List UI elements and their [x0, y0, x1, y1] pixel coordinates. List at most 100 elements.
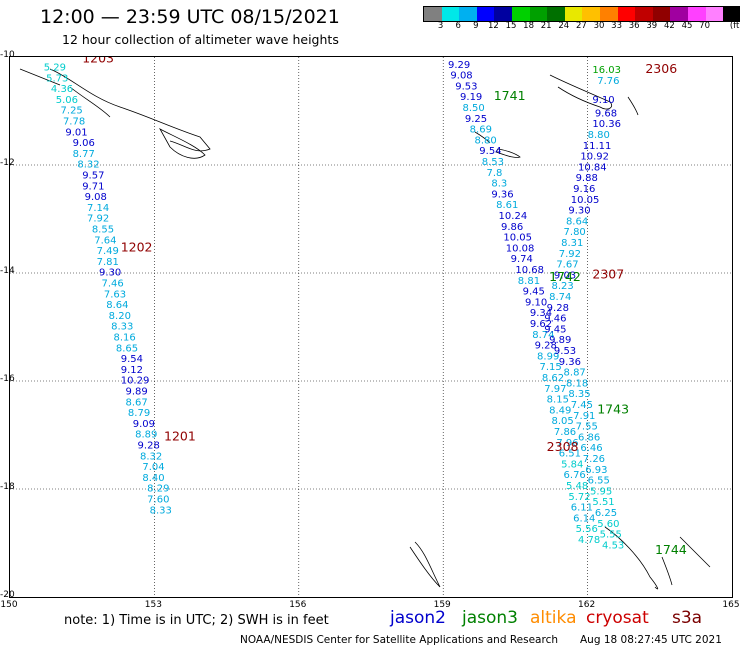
wave-height-value: 7.67 [556, 260, 578, 271]
wave-height-value: 9.10 [592, 95, 614, 106]
wave-height-value: 6.14 [573, 513, 595, 524]
lon-tick-label: 156 [289, 600, 307, 610]
coastline [158, 128, 206, 159]
legend-swatch [582, 7, 600, 21]
wave-height-value: 8.53 [482, 157, 504, 168]
wave-height-value: 9.25 [465, 114, 487, 125]
lat-tick-label: -16 [0, 374, 15, 384]
wave-height-value: 9.74 [511, 254, 533, 265]
coastline [474, 131, 491, 144]
legend-swatch [705, 7, 724, 21]
wave-height-value: 9.28 [138, 441, 160, 452]
wave-height-value: 9.30 [99, 268, 121, 279]
wave-height-value: 8.65 [116, 343, 138, 354]
lat-tick-label: -18 [0, 482, 15, 492]
pass-time-label: 1743 [597, 401, 629, 416]
wave-height-value: 7.26 [583, 454, 605, 465]
legend-swatch [723, 7, 740, 21]
legend-swatch [687, 7, 706, 21]
wave-height-value: 8.49 [549, 405, 571, 416]
wave-height-value: 7.8 [487, 168, 503, 179]
satellite-legend-item: jason2 [390, 608, 446, 628]
coastline [679, 536, 711, 568]
pass-time-label: 1744 [655, 542, 687, 557]
wave-height-value: 11.11 [583, 141, 612, 152]
wave-height-value: 9.86 [501, 222, 523, 233]
wave-height-value: 10.05 [503, 233, 532, 244]
wave-height-value: 8.89 [135, 430, 157, 441]
coastline [409, 541, 441, 588]
satellite-legend-item: jason3 [462, 608, 518, 628]
lat-tick-label: -14 [0, 266, 15, 276]
wave-height-value: 8.62 [542, 373, 564, 384]
wave-height-value: 5.73 [46, 73, 68, 84]
wave-height-value: 7.45 [571, 400, 593, 411]
wave-height-value: 9.54 [121, 354, 143, 365]
wave-height-value: 7.97 [544, 384, 566, 395]
wave-height-value: 9.36 [491, 189, 513, 200]
wave-height-value: 7.04 [142, 462, 164, 473]
lat-tick-label: -20 [0, 590, 15, 600]
wave-height-value: 8.55 [92, 225, 114, 236]
satellite-legend-item: cryosat [586, 608, 649, 628]
wave-height-value: 8.74 [549, 292, 571, 303]
wave-height-value: 10.08 [506, 243, 535, 254]
pass-time-label: 1202 [121, 239, 153, 254]
legend-tick-label: 6 [455, 21, 461, 31]
pass-time-label: 1740 [477, 57, 509, 60]
satellite-legend-item: s3a [672, 608, 703, 628]
wave-height-value: 9.45 [523, 287, 545, 298]
legend-tick-label: 15 [505, 21, 517, 31]
wave-height-value: 7.25 [61, 106, 83, 117]
wave-height-value: 7.92 [559, 249, 581, 260]
wave-height-value: 9.36 [559, 357, 581, 368]
wave-height-value: 6.46 [580, 443, 602, 454]
legend-swatch [670, 7, 688, 21]
wave-height-value: 8.3 [491, 179, 507, 190]
pass-time-label: 2308 [547, 439, 579, 454]
wave-height-value: 8.80 [474, 135, 496, 146]
wave-height-value: 9.03 [554, 270, 576, 281]
lon-tick-label: 153 [144, 600, 162, 610]
wave-height-value: 8.64 [106, 300, 128, 311]
lon-tick-label: 150 [0, 600, 18, 610]
wave-height-value: 8.80 [588, 130, 610, 141]
wave-height-value: 9.01 [65, 127, 87, 138]
coastline [549, 74, 613, 110]
wave-height-value: 8.04 [446, 57, 468, 60]
wave-height-map: 5.295.734.365.067.257.789.019.068.778.32… [10, 57, 732, 597]
wave-height-value: 9.71 [82, 181, 104, 192]
timestamp: Aug 18 08:27:45 UTC 2021 [580, 634, 722, 646]
pass-time-label: 1741 [494, 88, 526, 103]
wave-height-value: 6.86 [578, 432, 600, 443]
legend-swatch [652, 7, 671, 21]
legend-tick-label: 24 [558, 21, 570, 31]
pass-time-label: 1742 [549, 269, 581, 284]
wave-height-value: 7.76 [597, 76, 619, 87]
wave-height-value: 9.88 [576, 173, 598, 184]
map-title: 12:00 — 23:59 UTC 08/15/2021 [40, 6, 340, 28]
wave-height-value: 10.36 [592, 119, 621, 130]
wave-height-value: 8.79 [128, 408, 150, 419]
wave-height-value: 8.32 [77, 160, 99, 171]
wave-height-value: 9.45 [544, 324, 566, 335]
wave-height-value: 7.91 [573, 411, 595, 422]
wave-height-value: 8.31 [561, 238, 583, 249]
legend-swatch [635, 7, 653, 21]
wave-height-value: 9.89 [549, 335, 571, 346]
wave-height-value: 8.20 [109, 311, 131, 322]
wave-height-value: 10.05 [571, 195, 600, 206]
wave-height-value: 6.55 [588, 476, 610, 487]
legend-tick-label: 45 [681, 21, 693, 31]
wave-height-value: 6.25 [595, 508, 617, 519]
legend-tick-label: 36 [628, 21, 640, 31]
legend-tick-label: 21 [540, 21, 552, 31]
wave-height-value: 7.63 [104, 289, 126, 300]
wave-height-value: 9.46 [544, 314, 566, 325]
wave-height-value: 7.15 [539, 362, 561, 373]
wave-height-value: 9.16 [573, 184, 595, 195]
pass-time-label: 2306 [645, 61, 677, 76]
legend-swatch [529, 7, 548, 21]
pass-time-label: 1201 [164, 428, 196, 443]
footer-note: note: 1) Time is in UTC; 2) SWH is in fe… [64, 613, 329, 628]
